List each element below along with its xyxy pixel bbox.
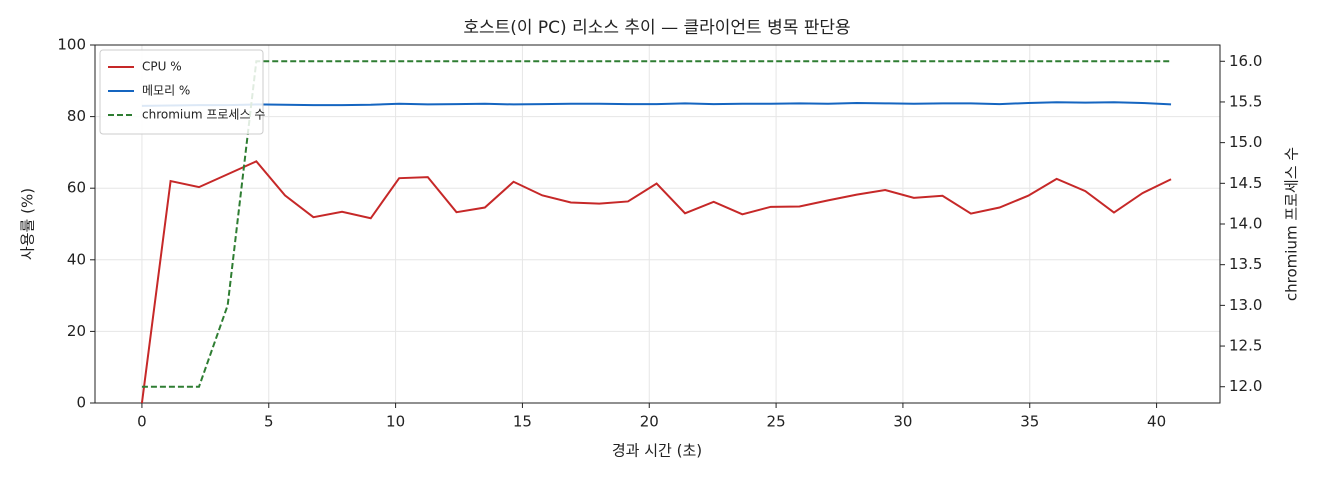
y2-tick-label: 15.0	[1229, 133, 1262, 151]
y2-tick-label: 13.5	[1229, 255, 1262, 273]
y2-tick-label: 15.5	[1229, 92, 1262, 110]
x-tick-label: 0	[137, 413, 147, 431]
chart-title: 호스트(이 PC) 리소스 추이 — 클라이언트 병목 판단용	[463, 18, 850, 38]
y2-tick-label: 12.5	[1229, 337, 1262, 355]
y-axis-label: 사용률 (%)	[19, 188, 37, 260]
x-tick-label: 30	[893, 413, 912, 431]
x-tick-label: 35	[1020, 413, 1039, 431]
plot-frame	[94, 44, 1221, 404]
y-tick-label: 100	[57, 36, 86, 54]
y-tick-label: 40	[67, 250, 86, 268]
y-tick-label: 80	[67, 107, 86, 125]
legend-label: chromium 프로세스 수	[142, 108, 265, 122]
y2-tick-label: 14.5	[1229, 174, 1262, 192]
y2-tick-label: 12.0	[1229, 377, 1262, 395]
data-line	[141, 101, 1172, 107]
y2-axis-label: chromium 프로세스 수	[1283, 147, 1301, 301]
x-tick-label: 25	[767, 413, 786, 431]
y-tick-label: 60	[67, 179, 86, 197]
y-tick-label: 0	[76, 394, 86, 412]
x-tick-label: 15	[513, 413, 532, 431]
legend-box	[99, 49, 264, 135]
x-tick-label: 10	[386, 413, 405, 431]
x-tick-label: 40	[1147, 413, 1166, 431]
y2-tick-label: 16.0	[1229, 52, 1262, 70]
y2-tick-label: 13.0	[1229, 296, 1262, 314]
data-line	[140, 160, 1172, 404]
x-tick-label: 20	[640, 413, 659, 431]
x-tick-label: 5	[264, 413, 274, 431]
x-axis-label: 경과 시간 (초)	[612, 442, 702, 460]
legend-label: 메모리 %	[142, 84, 190, 98]
legend-label: CPU %	[142, 60, 182, 74]
y2-tick-label: 14.0	[1229, 215, 1262, 233]
y-tick-label: 20	[67, 322, 86, 340]
data-line	[141, 60, 1172, 388]
